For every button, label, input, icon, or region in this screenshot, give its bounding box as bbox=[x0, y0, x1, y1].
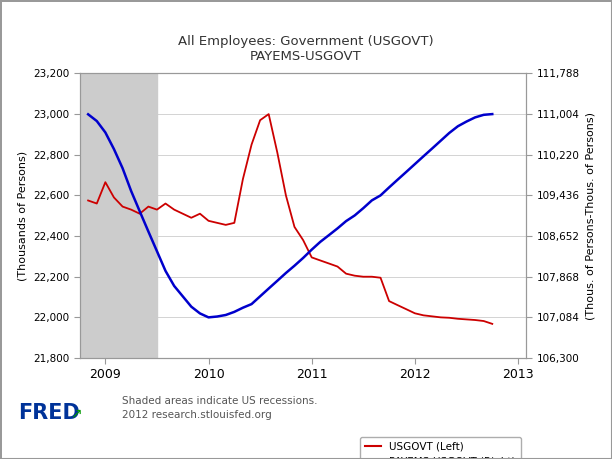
Text: 2012 research.stlouisfed.org: 2012 research.stlouisfed.org bbox=[122, 410, 272, 420]
Text: All Employees: Government (USGOVT): All Employees: Government (USGOVT) bbox=[178, 35, 434, 48]
Text: FRED: FRED bbox=[18, 403, 80, 423]
Y-axis label: (Thous. of Persons-Thous. of Persons): (Thous. of Persons-Thous. of Persons) bbox=[586, 112, 595, 320]
Text: PAYEMS-USGOVT: PAYEMS-USGOVT bbox=[250, 50, 362, 63]
Text: Shaded areas indicate US recessions.: Shaded areas indicate US recessions. bbox=[122, 396, 318, 406]
Legend: USGOVT (Left), PAYEMS-USGOVT (Right): USGOVT (Left), PAYEMS-USGOVT (Right) bbox=[360, 437, 521, 459]
Bar bbox=[80, 73, 157, 358]
Y-axis label: (Thousands of Persons): (Thousands of Persons) bbox=[17, 151, 28, 281]
Text: ↗: ↗ bbox=[70, 406, 82, 420]
